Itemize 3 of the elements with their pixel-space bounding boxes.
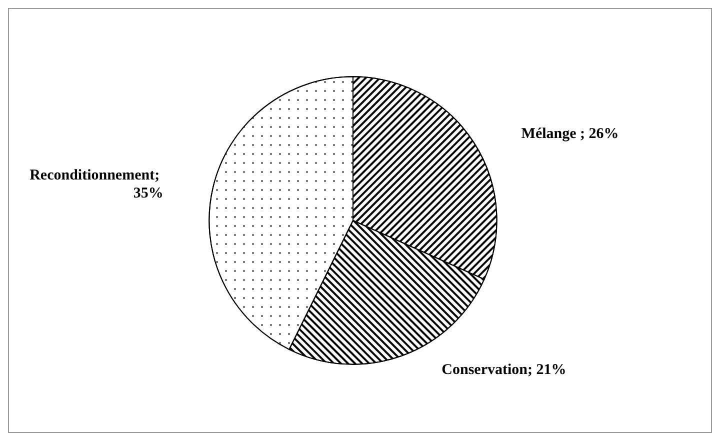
slice-label: Reconditionnement; 35%	[30, 167, 164, 202]
slice-label: Mélange ; 26%	[521, 126, 619, 142]
slice-label: Conservation; 21%	[442, 362, 566, 378]
